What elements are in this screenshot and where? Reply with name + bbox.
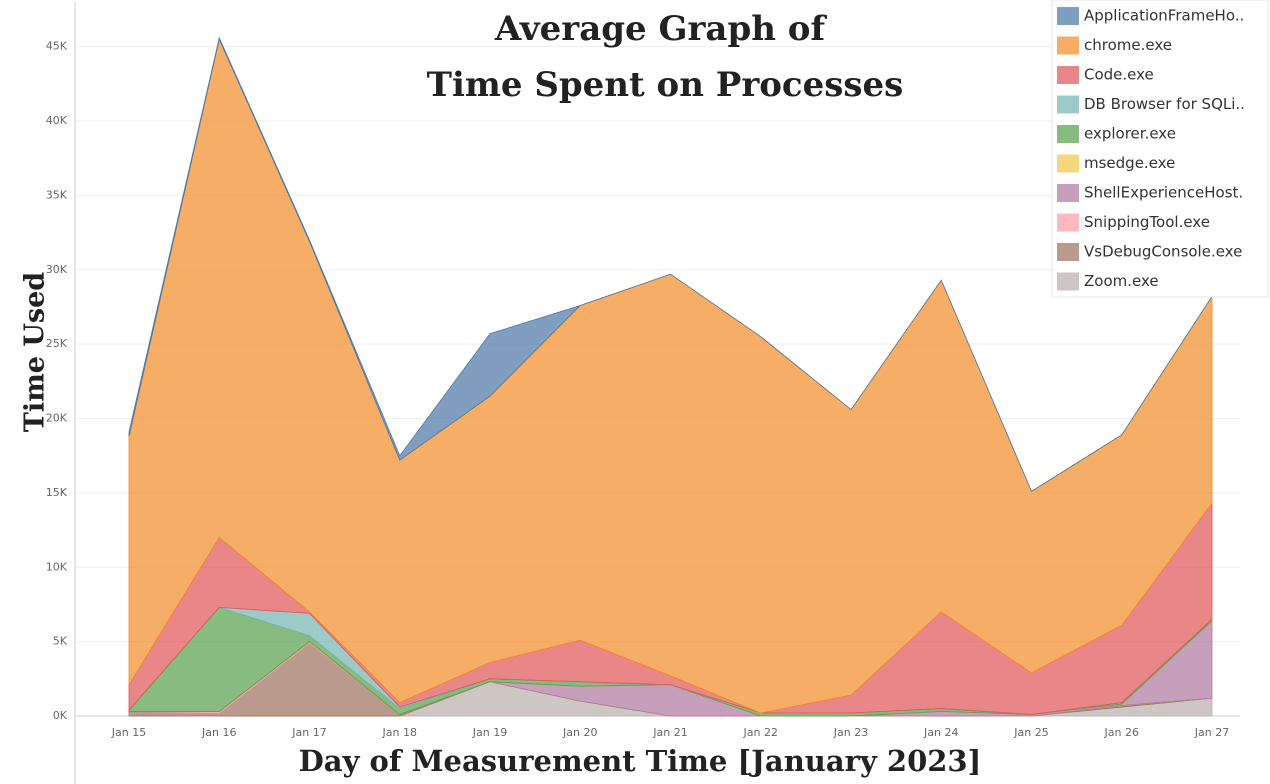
legend-label: msedge.exe (1084, 154, 1175, 172)
legend-label: SnippingTool.exe (1084, 213, 1210, 231)
legend-swatch (1057, 243, 1079, 261)
legend-swatch (1057, 95, 1079, 114)
y-tick-label: 15K (46, 486, 68, 499)
x-tick-label: Jan 27 (1194, 726, 1229, 739)
x-tick-label: Jan 19 (472, 726, 507, 739)
y-tick-label: 5K (53, 635, 68, 648)
legend-label: Zoom.exe (1084, 272, 1159, 290)
y-tick-label: 25K (46, 337, 68, 350)
legend-label: explorer.exe (1084, 125, 1176, 143)
legend-label: ApplicationFrameHo.. (1084, 7, 1244, 25)
legend-label: Code.exe (1084, 66, 1154, 84)
x-tick-label: Jan 15 (111, 726, 146, 739)
legend-swatch (1057, 272, 1079, 291)
x-axis-title: Day of Measurement Time [January 2023] (299, 744, 982, 778)
legend-swatch (1057, 213, 1079, 232)
y-tick-label: 45K (46, 40, 68, 53)
x-tick-label: Jan 17 (291, 726, 326, 739)
legend-swatch (1057, 7, 1079, 25)
legend-box (1051, 0, 1269, 298)
x-tick-label: Jan 23 (833, 726, 868, 739)
legend-swatch (1057, 184, 1079, 202)
y-tick-label: 10K (46, 560, 68, 573)
x-tick-label: Jan 25 (1013, 726, 1048, 739)
x-tick-label: Jan 18 (382, 726, 417, 739)
y-tick-label: 20K (46, 412, 68, 425)
area (128, 36, 1213, 492)
x-tick-label: Jan 20 (562, 726, 597, 739)
legend-swatch (1057, 36, 1079, 55)
x-tick-label: Jan 16 (201, 726, 236, 739)
chart-title: Average Graph of (494, 9, 828, 49)
legend-swatch (1057, 66, 1079, 84)
legend-swatch (1057, 154, 1079, 173)
y-tick-label: 0K (53, 709, 68, 722)
x-tick-label: Jan 22 (743, 726, 778, 739)
y-tick-label: 30K (46, 263, 68, 276)
plot-area: 0K 5K 10K 15K 20K 25K 30K 35K 40K 45K Jan 15 Jan 16… (46, 2, 1240, 784)
legend: ApplicationFrameHo.. chrome.exe Code.exe DB… (1057, 7, 1245, 291)
x-tick-label: Jan 24 (923, 726, 958, 739)
y-axis-title: Time Used (20, 272, 51, 432)
y-tick-label: 40K (46, 114, 68, 127)
legend-label: DB Browser for SQLi.. (1084, 95, 1245, 113)
legend-label: VsDebugConsole.exe (1084, 243, 1242, 261)
x-tick-label: Jan 21 (652, 726, 687, 739)
x-tick-label: Jan 26 (1104, 726, 1139, 739)
legend-label: chrome.exe (1084, 36, 1172, 54)
chart-title: Time Spent on Processes (427, 65, 904, 105)
y-tick-label: 35K (46, 188, 68, 201)
legend-swatch (1057, 125, 1079, 143)
legend-label: ShellExperienceHost. (1084, 184, 1243, 202)
